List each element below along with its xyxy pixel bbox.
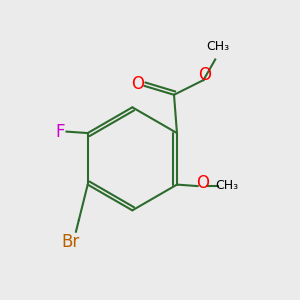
Text: O: O <box>198 66 212 84</box>
Text: CH₃: CH₃ <box>207 40 230 53</box>
Text: CH₃: CH₃ <box>215 179 238 192</box>
Text: F: F <box>55 123 64 141</box>
Text: O: O <box>131 76 144 94</box>
Text: Br: Br <box>61 233 79 251</box>
Text: O: O <box>196 173 209 191</box>
